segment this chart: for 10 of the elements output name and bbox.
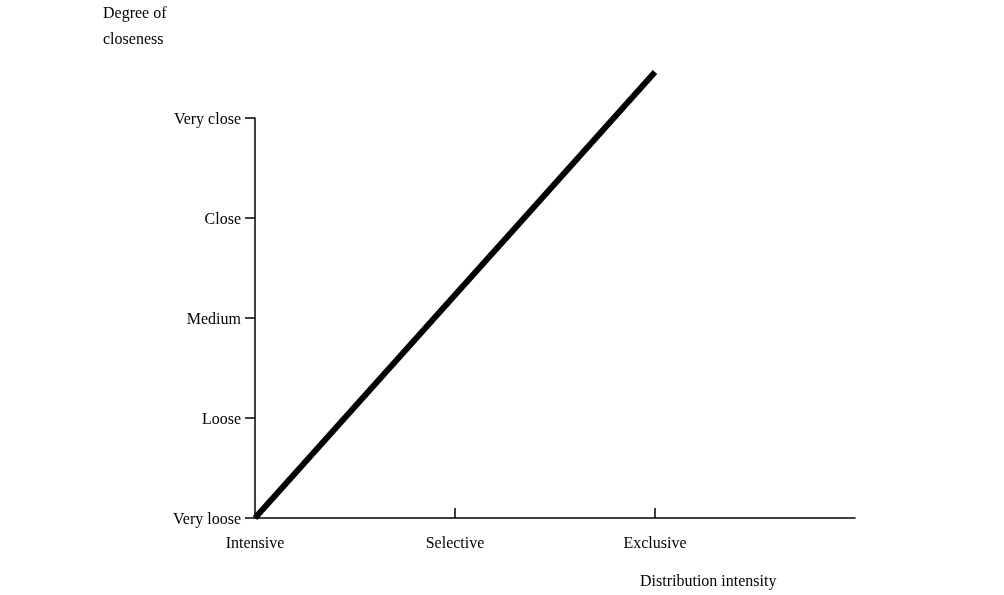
x-tick-label: Exclusive	[623, 533, 687, 551]
category-label: Close	[204, 209, 241, 227]
category-label: Medium	[186, 309, 241, 327]
y-axis-title: Degree of closeness	[103, 3, 168, 47]
x-axis-title: Distribution intensity	[640, 571, 777, 590]
category-label: Loose	[201, 409, 241, 427]
x-tick-label: Selective	[425, 533, 485, 551]
x-tick-label: Intensive	[225, 533, 285, 551]
category-label: Very close	[173, 109, 241, 127]
category-label: Very loose	[173, 509, 241, 527]
